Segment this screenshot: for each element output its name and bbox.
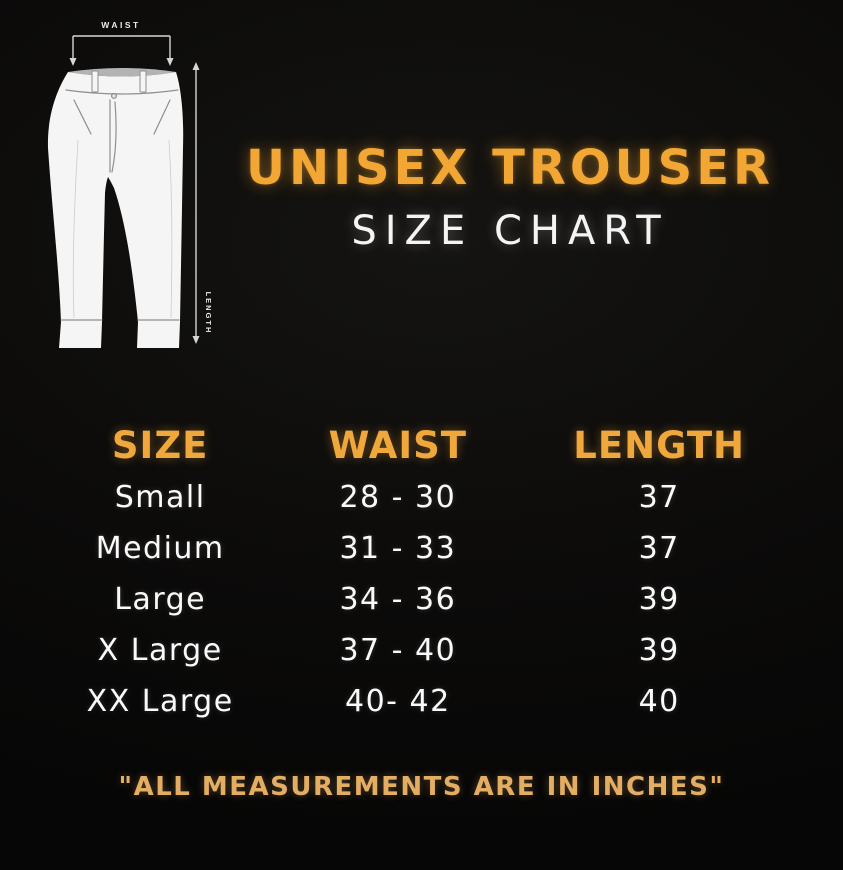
- waist-measure-label: WAIST: [101, 20, 140, 30]
- length-measure-line: LENGTH: [192, 62, 213, 344]
- waist-cell: 34 - 36: [339, 582, 457, 617]
- header-length: LENGTH: [573, 423, 746, 467]
- waist-cell: 37 - 40: [339, 633, 457, 668]
- length-cell: 37: [638, 531, 680, 566]
- table-row: Small 28 - 30 37: [40, 472, 803, 523]
- waist-measure-bracket: WAIST: [69, 20, 174, 66]
- length-cell: 39: [638, 582, 680, 617]
- length-cell: 40: [638, 684, 680, 719]
- title-block: UNISEX TROUSER SIZE CHART: [180, 140, 840, 254]
- waist-cell: 28 - 30: [339, 480, 457, 515]
- trouser-illustration: WAIST: [47, 20, 213, 348]
- table-row: XX Large 40- 42 40: [40, 676, 803, 727]
- size-cell: Medium: [95, 531, 225, 566]
- length-measure-label: LENGTH: [204, 292, 213, 335]
- length-cell: 37: [638, 480, 680, 515]
- table-row: Medium 31 - 33 37: [40, 523, 803, 574]
- waist-cell: 31 - 33: [339, 531, 457, 566]
- length-cell: 39: [638, 633, 680, 668]
- size-table: SIZE WAIST LENGTH Small 28 - 30 37 Mediu…: [40, 418, 803, 727]
- size-cell: X Large: [97, 633, 223, 668]
- measurements-note: "ALL MEASUREMENTS ARE IN INCHES": [118, 772, 725, 802]
- header-size: SIZE: [111, 423, 209, 467]
- table-header-row: SIZE WAIST LENGTH: [40, 418, 803, 472]
- table-row: Large 34 - 36 39: [40, 574, 803, 625]
- waist-cell: 40- 42: [344, 684, 451, 719]
- poster-title: UNISEX TROUSER: [246, 140, 774, 196]
- size-cell: Large: [114, 582, 207, 617]
- trousers-drawing: [47, 68, 184, 348]
- poster-subtitle: SIZE CHART: [351, 208, 669, 254]
- size-cell: Small: [114, 480, 206, 515]
- header-waist: WAIST: [328, 423, 468, 467]
- table-row: X Large 37 - 40 39: [40, 625, 803, 676]
- size-cell: XX Large: [86, 684, 234, 719]
